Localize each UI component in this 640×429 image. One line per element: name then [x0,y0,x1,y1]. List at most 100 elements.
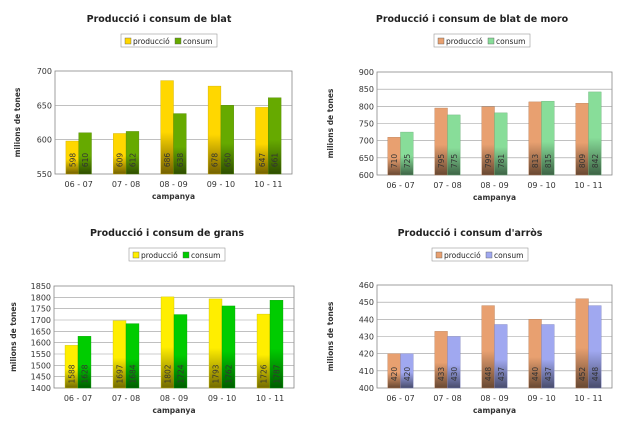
data-label: 775 [450,154,459,169]
legend-box [433,33,531,48]
y-tick-label: 650 [37,101,52,110]
x-tick-label: 09 - 10 [527,181,555,190]
data-label: 710 [390,154,399,169]
x-tick-label: 06 - 07 [64,394,92,403]
x-tick-label: 07 - 08 [112,180,140,189]
legend-label-2: consum [496,37,525,46]
legend-swatch-1 [435,251,443,259]
legend-label-2: consum [183,37,212,46]
data-label: 815 [544,154,553,169]
data-label: 433 [437,367,446,382]
data-label: 612 [128,153,137,168]
legend-label-1: producció [446,37,483,46]
y-tick-label: 1400 [31,384,51,393]
y-tick-label: 900 [359,68,374,77]
x-tick-label: 09 - 10 [527,394,555,403]
x-tick-label: 10 - 11 [256,394,284,403]
y-axis-label: milions de tones [326,88,335,158]
y-tick-label: 400 [359,384,374,393]
x-tick-label: 09 - 10 [207,180,235,189]
chart-3: Producció i consum de grans producció cons… [9,228,295,415]
y-tick-label: 460 [359,281,374,290]
legend-swatch-1 [132,251,140,259]
data-label: 598 [68,153,77,168]
chart-4: Producció i consum d'arròs producció consu… [326,228,613,415]
x-tick-label: 06 - 07 [65,180,93,189]
data-label: 650 [223,153,232,168]
x-tick-label: 10 - 11 [574,394,602,403]
legend-label-1: producció [141,251,178,260]
bar-consum [588,305,602,389]
y-axis-label: milions de tones [13,87,22,157]
x-tick-label: 08 - 09 [159,180,187,189]
y-tick-label: 700 [37,67,52,76]
y-tick-label: 550 [37,170,52,179]
data-label: 1787 [272,364,281,383]
data-label: 1762 [224,364,233,383]
x-tick-label: 09 - 10 [208,394,236,403]
data-label: 1726 [260,364,269,383]
legend-label-2: consum [191,251,220,260]
y-tick-label: 1850 [31,282,51,291]
data-label: 799 [484,154,493,169]
data-label: 448 [484,367,493,382]
data-label: 647 [258,153,267,168]
bar-consum [173,314,188,389]
bar-consum [220,105,234,175]
bar-consum [221,305,236,389]
legend-label-2: consum [494,251,523,260]
y-tick-label: 440 [359,315,374,324]
data-label: 661 [271,153,280,168]
bar-consum [125,131,140,175]
bar-consum [400,131,414,176]
bar-consum [447,336,461,389]
bar-consum [588,91,602,176]
y-tick-label: 430 [359,333,374,342]
x-tick-label: 07 - 08 [433,181,461,190]
data-label: 1684 [128,364,137,383]
bar-consum [125,323,140,389]
data-label: 1802 [164,364,173,383]
legend-swatch-1 [437,37,445,45]
legend-label-1: producció [444,251,481,260]
data-label: 420 [403,367,412,382]
bar-consum [447,114,461,176]
x-tick-label: 07 - 08 [112,394,140,403]
x-tick-label: 08 - 09 [160,394,188,403]
data-label: 437 [497,367,506,382]
data-label: 678 [211,153,220,168]
data-label: 437 [544,367,553,382]
y-axis-label: milions de tones [326,301,335,371]
y-tick-label: 1650 [31,327,51,336]
data-label: 448 [591,367,600,382]
x-tick-label: 07 - 08 [433,394,461,403]
y-tick-label: 1500 [31,361,51,370]
legend-swatch-1 [124,37,132,45]
data-label: 725 [403,154,412,169]
legend-swatch-2 [174,37,182,45]
legend-box [128,247,226,262]
y-tick-label: 450 [359,298,374,307]
y-tick-label: 1600 [31,339,51,348]
y-tick-label: 1550 [31,350,51,359]
chart-2: Producció i consum de blat de moro produc… [326,14,613,202]
chart-title: Producció i consum de blat de moro [376,14,569,25]
bar-consum [268,97,282,175]
y-tick-label: 1450 [31,373,51,382]
y-tick-label: 600 [37,136,52,145]
bar-consum [494,112,508,176]
y-tick-label: 700 [359,137,374,146]
x-tick-label: 06 - 07 [386,394,414,403]
chart-title: Producció i consum d'arròs [398,228,543,239]
y-tick-label: 750 [359,120,374,129]
x-axis-label: campanya [473,406,516,415]
chart-title: Producció i consum de blat [87,14,232,25]
data-label: 813 [531,154,540,169]
chart-1: Producció i consum de blat producció consu… [13,14,293,201]
y-tick-label: 850 [359,85,374,94]
bar-consum [269,300,284,389]
y-tick-label: 1700 [31,316,51,325]
y-axis-label: milions de tones [9,302,18,372]
data-label: 1628 [80,364,89,383]
y-tick-label: 650 [359,154,374,163]
